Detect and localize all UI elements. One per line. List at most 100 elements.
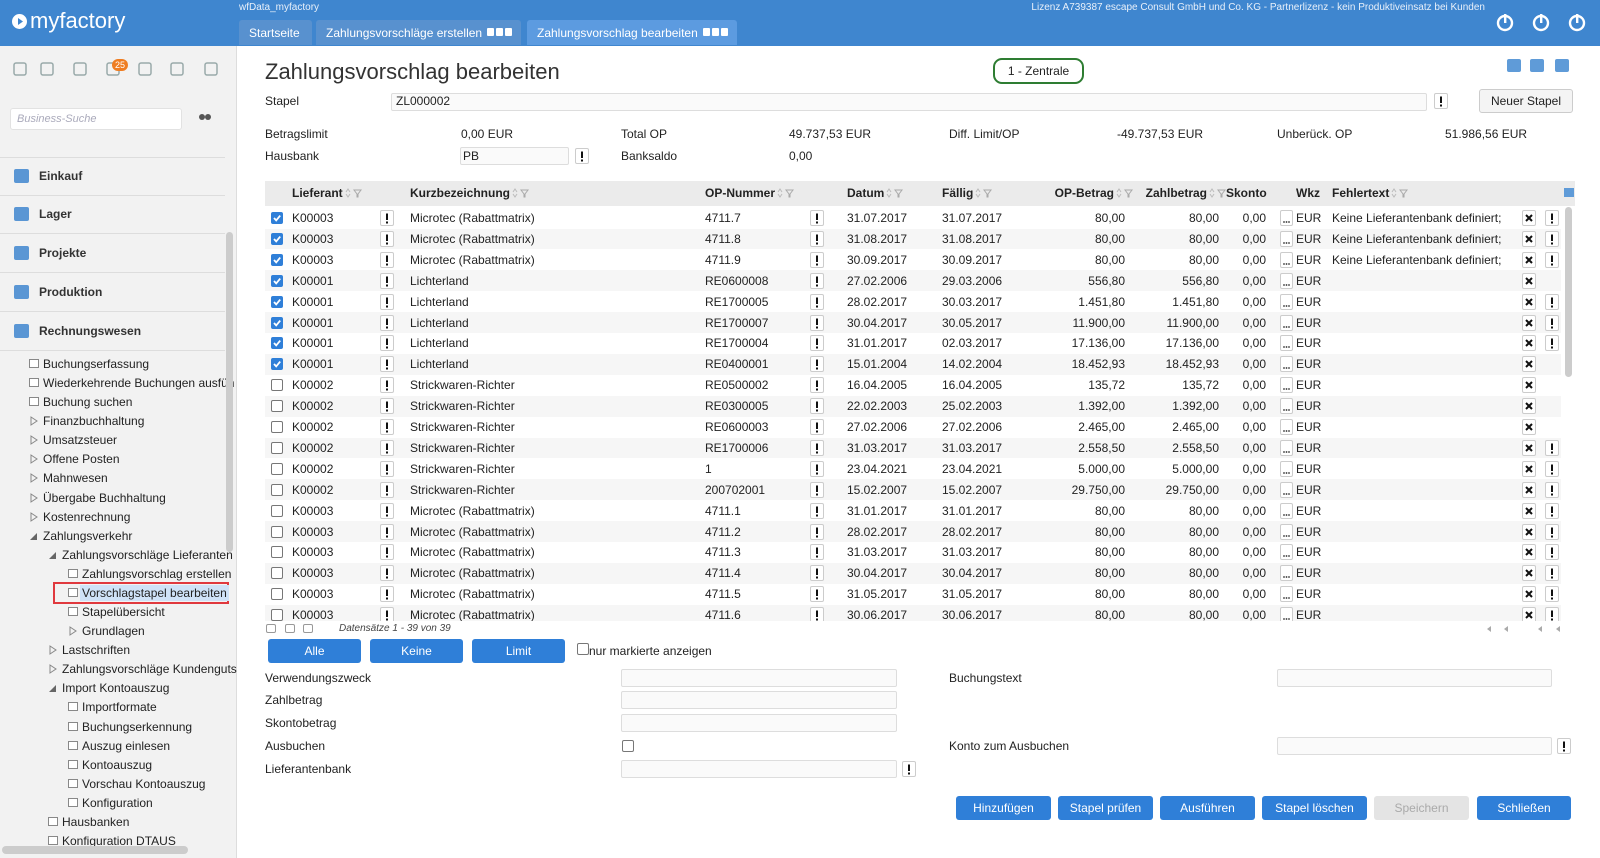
- expander[interactable]: [48, 551, 57, 560]
- checkbox[interactable]: [271, 588, 283, 601]
- tree-item[interactable]: Umsatzsteuer: [43, 433, 118, 448]
- checkbox[interactable]: [577, 643, 589, 655]
- column-header[interactable]: OP-Nummer: [705, 186, 776, 200]
- column-chooser[interactable]: [1564, 188, 1574, 197]
- expander[interactable]: [29, 532, 38, 541]
- warning-button[interactable]: [380, 586, 394, 603]
- expander[interactable]: [49, 664, 57, 675]
- action-button[interactable]: Stapel prüfen: [1058, 796, 1153, 820]
- column-header[interactable]: Datum: [847, 186, 885, 200]
- action-button[interactable]: Hinzufügen: [956, 796, 1051, 820]
- warning-button[interactable]: [810, 439, 824, 456]
- toolbar-icon[interactable]: [266, 624, 276, 633]
- warning-button[interactable]: [380, 314, 394, 331]
- header-icon[interactable]: [1531, 13, 1551, 33]
- toolbar-icon[interactable]: [12, 61, 28, 77]
- checkbox[interactable]: [271, 567, 283, 580]
- checkbox[interactable]: [271, 525, 283, 538]
- table-row[interactable]: [265, 249, 1561, 271]
- tab[interactable]: [239, 20, 312, 45]
- column-header[interactable]: Skonto: [1226, 186, 1267, 200]
- warning-button[interactable]: [810, 251, 824, 268]
- warning-button[interactable]: [380, 565, 394, 582]
- remove-button[interactable]: [1522, 272, 1536, 289]
- checkbox[interactable]: [271, 421, 283, 433]
- tree-item[interactable]: Lastschriften: [62, 643, 131, 658]
- select-button[interactable]: Alle: [268, 639, 361, 663]
- warning-button[interactable]: [1545, 523, 1559, 540]
- search-options[interactable]: [198, 113, 212, 121]
- warning-button[interactable]: [1545, 565, 1559, 582]
- tree-item[interactable]: Übergabe Buchhaltung: [43, 490, 166, 505]
- warning-button[interactable]: [1545, 293, 1559, 310]
- toolbar-icon[interactable]: [39, 61, 55, 77]
- remove-button[interactable]: [1522, 398, 1536, 415]
- warning-button[interactable]: [380, 356, 394, 373]
- tab[interactable]: [316, 20, 521, 45]
- warning-button[interactable]: [380, 419, 394, 435]
- expander[interactable]: [30, 473, 38, 484]
- tree-item[interactable]: Import Kontoauszug: [62, 681, 170, 696]
- warning-button[interactable]: [1545, 210, 1559, 226]
- discount-button[interactable]: [1280, 586, 1293, 603]
- warning-button[interactable]: [1545, 460, 1559, 477]
- remove-button[interactable]: [1522, 565, 1536, 582]
- warning-button[interactable]: [1545, 230, 1559, 247]
- header-icon[interactable]: [1567, 13, 1587, 33]
- remove-button[interactable]: [1522, 356, 1536, 373]
- table-row[interactable]: [265, 416, 1561, 438]
- page-tool-icon[interactable]: [1555, 59, 1569, 72]
- tree-item[interactable]: Stapelübersicht: [82, 605, 165, 620]
- tree-item[interactable]: Hausbanken: [62, 814, 130, 829]
- table-row[interactable]: [265, 521, 1561, 542]
- warning-button[interactable]: [380, 230, 394, 247]
- warning-button[interactable]: [810, 210, 824, 226]
- warning-button[interactable]: [380, 210, 394, 226]
- pager-icon[interactable]: [1536, 625, 1544, 633]
- table-row[interactable]: [265, 353, 1561, 375]
- module[interactable]: Lager: [39, 207, 72, 221]
- tree-item[interactable]: Wiederkehrende Buchungen ausfüh: [43, 376, 235, 391]
- tree-item[interactable]: Zahlungsvorschläge Lieferanten: [62, 547, 233, 562]
- table-row[interactable]: [265, 228, 1561, 250]
- warning-button[interactable]: [810, 377, 824, 394]
- checkbox[interactable]: [271, 337, 283, 350]
- remove-button[interactable]: [1522, 230, 1536, 247]
- tree-item[interactable]: Kostenrechnung: [43, 509, 131, 524]
- warning-button[interactable]: [810, 502, 824, 519]
- form-input[interactable]: [621, 669, 897, 687]
- table-row[interactable]: [265, 207, 1561, 229]
- discount-button[interactable]: [1280, 460, 1293, 477]
- warning-button[interactable]: [810, 544, 824, 561]
- tree-item[interactable]: Buchungserkennung: [82, 719, 193, 734]
- search-box[interactable]: [10, 108, 182, 130]
- warning-button[interactable]: [810, 523, 824, 540]
- warning-button[interactable]: [1545, 314, 1559, 331]
- tree-item[interactable]: Zahlungsverkehr: [43, 528, 133, 543]
- warning-button[interactable]: [810, 314, 824, 331]
- discount-button[interactable]: [1280, 335, 1293, 352]
- warning-button[interactable]: [1557, 738, 1571, 754]
- remove-button[interactable]: [1522, 210, 1536, 226]
- table-row[interactable]: [265, 583, 1561, 605]
- column-header[interactable]: OP-Betrag: [1054, 186, 1114, 200]
- discount-button[interactable]: [1280, 419, 1293, 435]
- tree-item[interactable]: Finanzbuchhaltung: [43, 414, 145, 429]
- sort-filter-icon[interactable]: [777, 188, 797, 198]
- tree-item[interactable]: Kontoauszug: [82, 757, 153, 772]
- checkbox[interactable]: [271, 316, 283, 329]
- action-button[interactable]: Schließen: [1477, 796, 1571, 820]
- checkbox[interactable]: [271, 232, 283, 245]
- checkbox[interactable]: [271, 212, 283, 224]
- warning-button[interactable]: [810, 272, 824, 289]
- tab-label[interactable]: Zahlungsvorschlag bearbeiten: [537, 26, 698, 40]
- tab[interactable]: [527, 20, 737, 45]
- table-row[interactable]: [265, 479, 1561, 501]
- checkbox[interactable]: [271, 483, 283, 496]
- checkbox[interactable]: [271, 253, 283, 266]
- warning-button[interactable]: [380, 293, 394, 310]
- remove-button[interactable]: [1522, 293, 1536, 310]
- table-row[interactable]: [265, 270, 1561, 292]
- warning-button[interactable]: [380, 502, 394, 519]
- tree-item[interactable]: Zahlungsvorschlag erstellen: [82, 566, 232, 581]
